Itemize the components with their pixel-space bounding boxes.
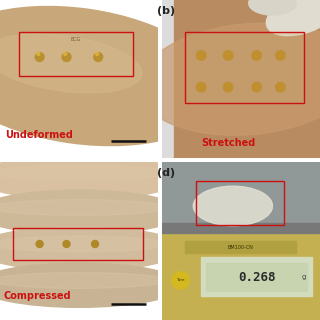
Ellipse shape bbox=[249, 0, 296, 15]
Ellipse shape bbox=[0, 263, 182, 307]
Ellipse shape bbox=[0, 227, 182, 271]
Text: ECG: ECG bbox=[71, 37, 81, 42]
Text: (b): (b) bbox=[157, 6, 175, 16]
Circle shape bbox=[223, 82, 233, 92]
Circle shape bbox=[37, 52, 40, 55]
Bar bbox=[19, 32, 133, 76]
Text: Compressed: Compressed bbox=[3, 291, 71, 301]
Bar bbox=[162, 228, 320, 320]
Text: Stretched: Stretched bbox=[201, 138, 255, 148]
Circle shape bbox=[196, 51, 206, 60]
Circle shape bbox=[63, 241, 70, 247]
Bar bbox=[185, 32, 304, 103]
Text: 0.268: 0.268 bbox=[238, 271, 276, 284]
Ellipse shape bbox=[0, 236, 166, 252]
Bar bbox=[185, 32, 304, 103]
Bar bbox=[185, 241, 296, 253]
Ellipse shape bbox=[0, 272, 166, 288]
Bar bbox=[162, 162, 320, 228]
Ellipse shape bbox=[0, 155, 182, 200]
Text: Undeformed: Undeformed bbox=[5, 130, 73, 140]
Ellipse shape bbox=[0, 190, 182, 235]
Text: (d): (d) bbox=[157, 168, 175, 178]
Bar bbox=[162, 223, 320, 233]
Circle shape bbox=[196, 82, 206, 92]
Bar bbox=[13, 228, 143, 260]
Circle shape bbox=[64, 52, 67, 55]
Circle shape bbox=[92, 241, 99, 247]
Bar bbox=[206, 263, 307, 292]
Circle shape bbox=[252, 51, 261, 60]
Text: BM100-CN: BM100-CN bbox=[228, 244, 254, 250]
Circle shape bbox=[94, 52, 103, 61]
Circle shape bbox=[95, 52, 99, 55]
Circle shape bbox=[252, 82, 261, 92]
Circle shape bbox=[276, 82, 285, 92]
Polygon shape bbox=[174, 0, 320, 158]
Bar bbox=[196, 180, 284, 225]
Ellipse shape bbox=[0, 34, 142, 93]
Circle shape bbox=[276, 51, 285, 60]
Circle shape bbox=[36, 241, 43, 247]
Ellipse shape bbox=[0, 6, 221, 146]
Circle shape bbox=[62, 52, 71, 61]
Text: g: g bbox=[302, 274, 306, 280]
Text: Tare: Tare bbox=[176, 278, 185, 282]
Ellipse shape bbox=[138, 23, 320, 135]
Circle shape bbox=[35, 52, 44, 61]
Bar bbox=[19, 32, 133, 76]
Ellipse shape bbox=[193, 186, 273, 226]
Bar bbox=[201, 257, 312, 296]
Circle shape bbox=[172, 272, 189, 289]
Circle shape bbox=[223, 51, 233, 60]
Ellipse shape bbox=[0, 165, 166, 180]
Ellipse shape bbox=[266, 0, 320, 36]
Bar bbox=[162, 0, 174, 158]
Ellipse shape bbox=[0, 200, 166, 215]
